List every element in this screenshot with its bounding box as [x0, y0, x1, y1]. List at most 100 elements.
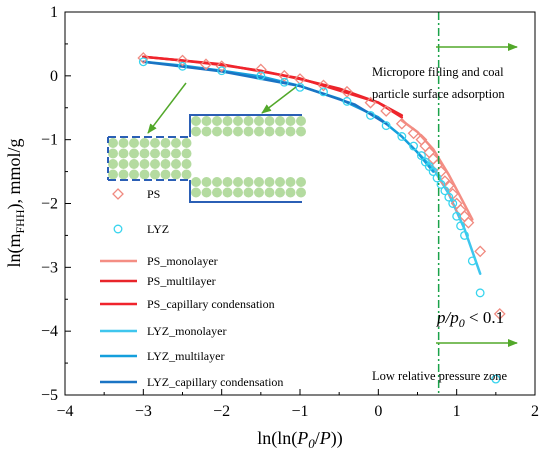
adsorbate-molecule	[254, 126, 264, 137]
adsorbate-molecule	[254, 187, 264, 198]
y-tick-label: 0	[50, 68, 58, 85]
legend-item-lyz-multilayer: LYZ_multilayer	[100, 349, 224, 363]
adsorbate-molecule	[150, 169, 160, 180]
adsorbate-molecule	[160, 169, 171, 180]
legend-label-lyz-multilayer: LYZ_multilayer	[147, 349, 224, 363]
series-line-lyz-monolayer	[416, 151, 482, 275]
adsorbate-molecule	[150, 138, 160, 148]
adsorbate-molecule	[264, 126, 275, 137]
micropore-annotation-line2: particle surface adsorption	[372, 87, 505, 101]
adsorbate-molecule	[254, 177, 264, 187]
adsorbate-molecule	[139, 148, 150, 159]
adsorbate-molecule	[275, 126, 285, 137]
y-tick-label: 1	[50, 4, 58, 21]
lyz-data-point	[138, 57, 148, 67]
lyz-data-point	[456, 221, 466, 231]
x-tick-label: −3	[135, 403, 152, 420]
ps-data-point	[474, 245, 487, 258]
lyz-data-point	[436, 179, 446, 189]
ratio-subscript: 0	[459, 316, 465, 330]
adsorbate-molecule	[233, 116, 243, 126]
lyz-data-point	[319, 87, 328, 97]
adsorbate-molecule	[212, 126, 222, 137]
lyz-data-point	[416, 151, 426, 161]
lyz-data-point	[279, 77, 289, 87]
adsorbate-molecule	[254, 116, 264, 126]
adsorbate-molecule	[108, 159, 118, 169]
adsorbate-molecule	[296, 126, 306, 137]
x-tick-label: −2	[213, 403, 230, 420]
adsorbate-molecule	[118, 148, 129, 159]
adsorbate-molecule	[222, 187, 233, 198]
adsorbate-molecule	[108, 138, 118, 148]
legend-item-lyz-capillary-condensation: LYZ_capillary condensation	[100, 375, 283, 389]
adsorbate-molecule	[139, 169, 150, 180]
adsorbate-molecule	[275, 187, 285, 198]
x-tick-label: 0	[374, 403, 382, 420]
legend-item-ps-multilayer: PS_multilayer	[100, 274, 216, 288]
adsorbate-molecule	[296, 187, 306, 198]
legend-item-ps-monolayer: PS_monolayer	[100, 254, 218, 268]
ps-data-point	[176, 54, 189, 67]
series-line-ps-capillary-condensation	[142, 55, 404, 119]
adsorbate-molecule	[181, 138, 192, 148]
adsorbate-molecule	[118, 159, 129, 169]
legend-label-ps: PS	[147, 187, 160, 201]
adsorbate-molecule	[118, 138, 129, 148]
ratio-lhs: p/p	[436, 308, 459, 327]
adsorbate-molecule	[171, 138, 181, 148]
adsorbate-molecule	[160, 159, 171, 169]
y-axis-title: ln(mFHH), mmol/g	[4, 138, 27, 267]
y-tick-label: −5	[41, 387, 58, 404]
ps-data-point	[407, 127, 420, 140]
adsorbate-molecule	[243, 187, 254, 198]
micropore-annotation-line1: Micropore filling and coal	[372, 65, 504, 79]
adsorbate-molecule	[264, 177, 275, 187]
legend-item-lyz-monolayer: LYZ_monolayer	[100, 324, 226, 338]
adsorbate-molecule	[285, 126, 296, 137]
adsorbate-molecule	[212, 187, 222, 198]
adsorbate-molecule	[181, 169, 192, 180]
adsorbate-molecule	[222, 126, 233, 137]
adsorbate-molecule	[150, 148, 160, 159]
lyz-data-point	[448, 199, 458, 208]
legend-label-lyz-capillary-condensation: LYZ_capillary condensation	[147, 375, 283, 389]
lyz-data-point	[475, 288, 485, 298]
adsorbate-molecule	[129, 169, 139, 180]
lyz-data-point	[366, 110, 375, 120]
legend-item-ps-capillary-condensation: PS_capillary condensation	[100, 297, 275, 311]
adsorbate-molecule	[285, 116, 296, 126]
adsorbate-molecule	[191, 187, 201, 198]
adsorbate-molecule	[222, 116, 233, 126]
ratio-rhs: < 0.1	[465, 308, 504, 327]
adsorbate-molecule	[150, 159, 160, 169]
y-tick-label: −2	[41, 196, 58, 213]
ps-data-point	[278, 69, 291, 82]
lyz-data-point	[467, 256, 477, 266]
legend: PS LYZ PS_monolayer PS_multilayer PS_capilla…	[100, 187, 283, 389]
lyz-data-point	[409, 141, 419, 151]
x-tick-label: −4	[56, 403, 73, 420]
adsorbate-molecule	[264, 116, 275, 126]
adsorbate-molecule	[296, 116, 306, 126]
lyz-data-point	[452, 211, 462, 221]
ps-data-point	[137, 52, 150, 64]
adsorbate-molecule	[233, 177, 243, 187]
lyz-data-point	[460, 230, 469, 240]
adsorbate-molecule	[212, 116, 222, 126]
ps-data-point	[200, 58, 212, 71]
pointer-arrow-left	[147, 82, 187, 134]
adsorbate-molecule	[108, 148, 118, 159]
ps-data-point	[317, 79, 330, 92]
lyz-data-point	[256, 71, 266, 81]
x-tick-label: 1	[453, 403, 461, 420]
adsorbate-molecule	[129, 159, 139, 169]
legend-label-lyz: LYZ	[147, 222, 169, 236]
ps-data-point	[215, 60, 228, 73]
adsorbate-molecule	[129, 138, 139, 148]
adsorbate-molecule	[285, 177, 296, 187]
lyz-data-point	[342, 96, 352, 106]
pointer-arrow-right	[261, 86, 297, 114]
adsorbate-molecule	[201, 116, 212, 126]
